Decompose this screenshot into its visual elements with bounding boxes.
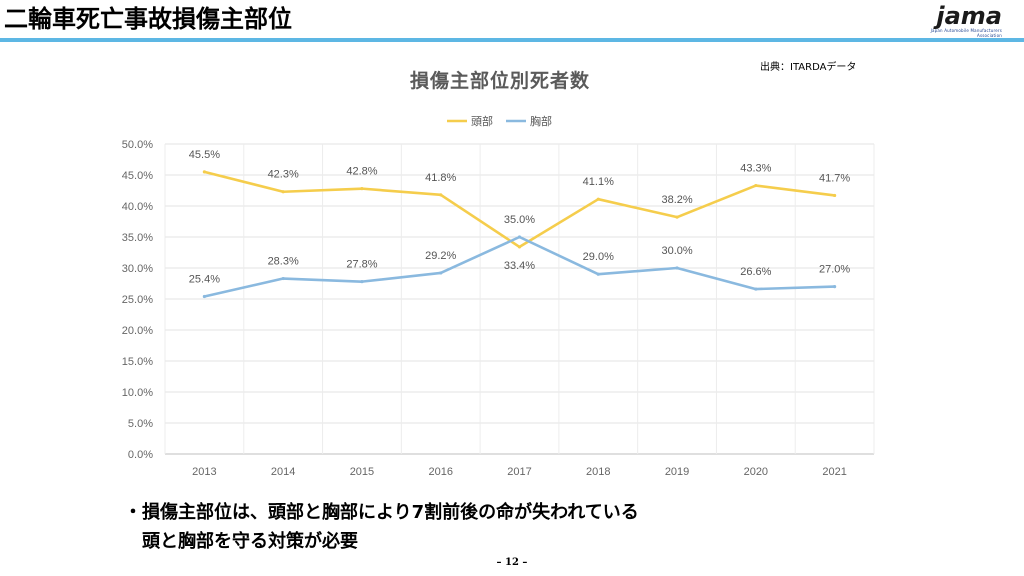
y-tick-label: 45.0% — [122, 170, 153, 182]
data-label: 45.5% — [189, 149, 220, 161]
chart-title: 損傷主部位別死者数 — [409, 70, 590, 92]
logo-tagline: Japan Automobile Manufacturers Associati… — [930, 28, 1002, 38]
chart-grid — [164, 143, 875, 455]
data-label: 33.4% — [504, 260, 535, 272]
data-label: 38.2% — [661, 194, 692, 206]
data-label: 41.7% — [819, 172, 850, 184]
data-label: 35.0% — [504, 214, 535, 226]
y-tick-label: 15.0% — [122, 356, 153, 368]
y-tick-label: 40.0% — [122, 201, 153, 213]
logo-text: jama — [936, 2, 1002, 30]
data-point — [202, 294, 206, 299]
x-tick-label: 2018 — [586, 466, 610, 478]
data-point — [281, 190, 285, 194]
data-label: 43.3% — [740, 163, 771, 175]
data-label: 29.2% — [425, 250, 456, 262]
summary-line-2: 頭と胸部を守る対策が必要 — [142, 531, 358, 552]
data-point — [202, 170, 206, 174]
summary-line-1: ・損傷主部位は、頭部と胸部により7割前後の命が失われている — [124, 502, 639, 523]
data-point — [833, 285, 837, 289]
summary-note: ・損傷主部位は、頭部と胸部により7割前後の命が失われている 頭と胸部を守る対策が… — [124, 498, 639, 556]
y-tick-label: 35.0% — [122, 232, 153, 244]
data-point — [596, 272, 600, 276]
y-tick-label: 30.0% — [122, 263, 153, 275]
data-point — [360, 187, 364, 191]
y-tick-label: 10.0% — [122, 387, 153, 399]
chart-series — [202, 170, 837, 299]
y-tick-label: 50.0% — [122, 139, 153, 151]
data-point — [517, 235, 522, 239]
title-divider — [0, 38, 1024, 42]
y-tick-label: 25.0% — [122, 294, 153, 306]
x-tick-label: 2014 — [271, 466, 295, 478]
x-tick-label: 2019 — [665, 466, 689, 478]
page-number: – 12 – — [496, 557, 528, 568]
data-label: 41.1% — [583, 176, 614, 188]
data-label: 27.0% — [819, 264, 850, 276]
x-tick-label: 2016 — [428, 466, 452, 478]
data-label: 41.8% — [425, 172, 456, 184]
y-tick-label: 0.0% — [128, 449, 153, 461]
chart-legend: 頭部 胸部 — [447, 114, 552, 128]
y-tick-label: 20.0% — [122, 325, 153, 337]
data-labels: 45.5% 42.3% 42.8% 41.8% 33.4% 41.1% 38.2% 43.3%… — [189, 149, 851, 286]
data-label: 25.4% — [189, 274, 220, 286]
x-tick-label: 2013 — [192, 466, 216, 478]
y-axis: 0.0% 5.0% 10.0% 15.0% 20.0% 25.0% 30.0% 35.0% 40… — [122, 139, 153, 461]
x-tick-label: 2021 — [822, 466, 846, 478]
data-point — [439, 193, 443, 197]
x-tick-label: 2015 — [350, 466, 374, 478]
data-point — [281, 276, 285, 281]
data-label: 29.0% — [583, 251, 614, 263]
x-tick-label: 2020 — [744, 466, 768, 478]
data-point — [675, 215, 679, 219]
y-tick-label: 5.0% — [128, 418, 153, 430]
data-point — [754, 183, 758, 188]
jama-logo: jama Japan Automobile Manufacturers Asso… — [922, 2, 1002, 38]
data-label: 30.0% — [661, 245, 692, 257]
legend-label: 胸部 — [530, 114, 552, 128]
data-point — [439, 271, 443, 275]
data-point — [675, 266, 679, 270]
data-point — [754, 287, 758, 291]
data-source: 出典：ITARDAデータ — [760, 62, 857, 73]
data-label: 26.6% — [740, 266, 771, 278]
data-label: 42.3% — [268, 169, 299, 181]
x-axis: 2013 2014 2015 2016 2017 2018 2019 2020 2021 — [192, 466, 847, 478]
data-point — [596, 197, 600, 201]
x-tick-label: 2017 — [507, 466, 531, 478]
data-point — [360, 280, 364, 284]
data-point — [517, 245, 522, 249]
data-label: 42.8% — [346, 166, 377, 178]
legend-label: 頭部 — [471, 114, 493, 128]
data-label: 28.3% — [268, 256, 299, 268]
slide-title: 二輪車死亡事故損傷主部位 — [4, 5, 292, 33]
data-label: 27.8% — [346, 259, 377, 271]
data-point — [833, 193, 837, 198]
